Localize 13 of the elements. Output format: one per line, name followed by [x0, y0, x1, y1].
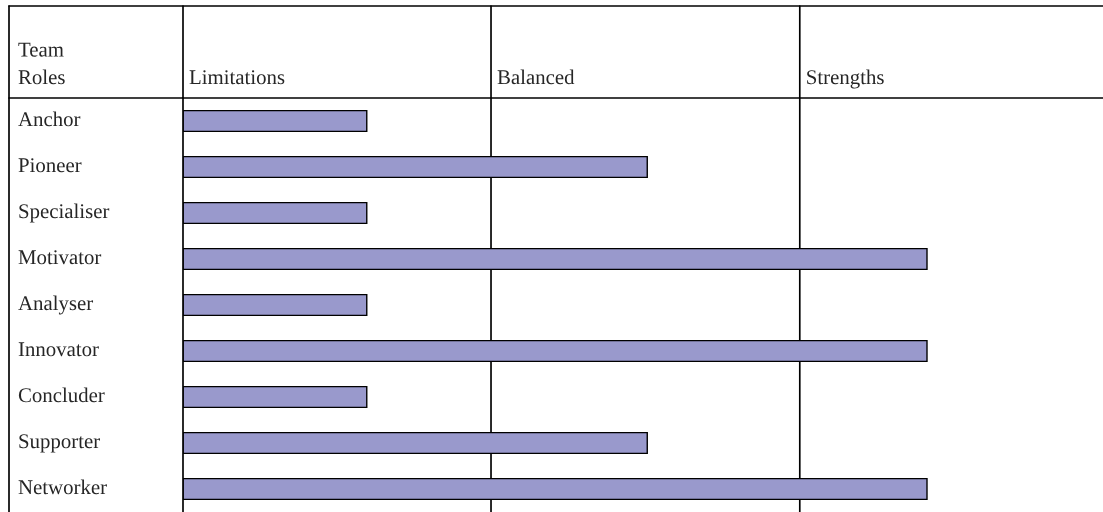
y-tick-label: Innovator [18, 342, 99, 357]
text: Limitations [189, 70, 285, 85]
y-tick-label: Motivator [18, 250, 102, 265]
y-tick-label: Anchor [18, 111, 81, 127]
y-axis-title: Team Roles [18, 42, 65, 85]
text: Strengths [807, 69, 884, 89]
y-tick-label: Concluder [18, 387, 105, 403]
y-tick-label: Specialiser [19, 203, 110, 223]
y-tick-label: Pioneer [18, 158, 82, 173]
y-tick-label: Supporter [19, 434, 100, 453]
y-tick-label: Analyser [18, 295, 94, 315]
y-tick-label: Networker [18, 479, 107, 495]
text: Balanced [497, 69, 575, 85]
